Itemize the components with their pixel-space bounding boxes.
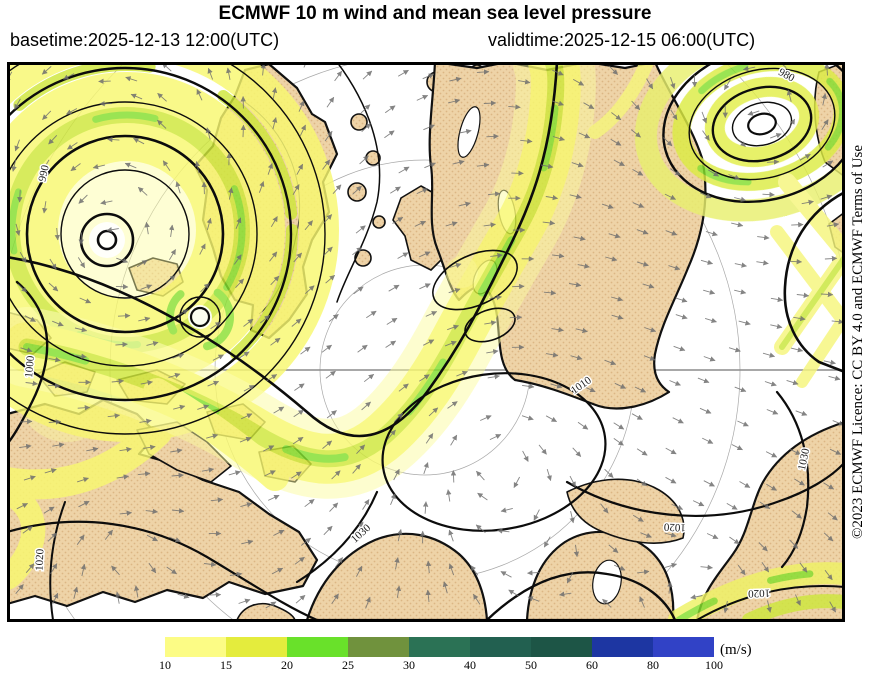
map-frame: 990 980 1000 1020 1010 1030 1020 1030 1020	[7, 62, 845, 622]
colorbar-segment-15-20	[226, 637, 287, 657]
colorbar-tick-30: 30	[403, 658, 415, 672]
colorbar-segment-80-100	[653, 637, 714, 657]
pressure-label-1020-8: 1020	[747, 587, 770, 600]
validtime-label: validtime:2025-12-15 06:00(UTC)	[488, 30, 756, 50]
colorbar-tick-15: 15	[220, 658, 232, 672]
colorbar-tick-80: 80	[647, 658, 659, 672]
wind-speed-colorbar	[165, 637, 714, 657]
landmass-scandinavia	[305, 532, 489, 622]
colorbar-segment-10-15	[165, 637, 226, 657]
basetime-label: basetime:2025-12-13 12:00(UTC)	[10, 30, 280, 50]
colorbar-segment-40-50	[470, 637, 531, 657]
pressure-contour-layer	[7, 62, 845, 622]
colorbar-tick-25: 25	[342, 658, 354, 672]
colorbar-segment-60-80	[592, 637, 653, 657]
pressure-label-1000-2: 1000	[23, 355, 37, 378]
page-title: ECMWF 10 m wind and mean sea level press…	[218, 3, 652, 24]
colorbar-unit-label: (m/s)	[720, 642, 752, 658]
colorbar-tick-labels: 10 15 20 25 30 40 50 60 80 100	[159, 658, 723, 674]
colorbar-segment-30-40	[409, 637, 470, 657]
map-border	[7, 62, 845, 622]
colorbar-segment-20-25	[287, 637, 348, 657]
time-row: basetime:2025-12-13 12:00(UTC) validtime…	[0, 30, 870, 54]
colorbar-segment-25-30	[348, 637, 409, 657]
colorbar-tick-20: 20	[281, 658, 293, 672]
colorbar-segment-50-60	[531, 637, 592, 657]
pressure-label-1020-3: 1020	[34, 548, 47, 571]
colorbar-tick-40: 40	[464, 658, 476, 672]
colorbar-tick-50: 50	[525, 658, 537, 672]
colorbar-tick-60: 60	[586, 658, 598, 672]
copyright-notice: ©2023 ECMWF Licence: CC BY 4.0 and ECMWF…	[850, 144, 866, 540]
pressure-label-990-0: 990	[36, 164, 51, 183]
colorbar-tick-100: 100	[705, 658, 723, 672]
pressure-label-1020-6: 1020	[663, 521, 686, 534]
colorbar-tick-10: 10	[159, 658, 171, 672]
